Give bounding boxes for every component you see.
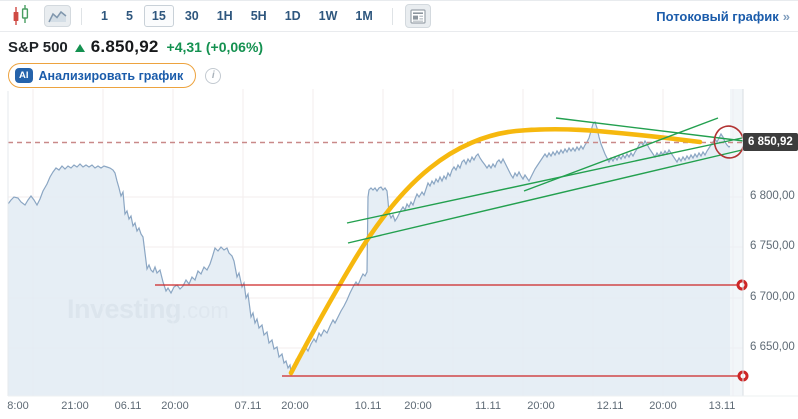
timeframe-30m-button[interactable]: 30 — [178, 6, 206, 26]
x-tick-label: 20:00 — [404, 400, 432, 412]
area-chart-icon — [48, 10, 67, 23]
y-tick-label: 6 750,00 — [750, 240, 795, 252]
x-tick-label: 8:00 — [7, 400, 29, 412]
x-tick-label: 21:00 — [61, 400, 89, 412]
chart-toolbar: 1 5 15 30 1H 5H 1D 1W 1M Потоковый графи… — [0, 1, 798, 32]
x-tick-label: 11.11 — [475, 400, 501, 412]
trend-line-steep-ascending[interactable] — [523, 117, 719, 192]
y-tick-label: 6 700,00 — [750, 291, 795, 303]
last-price: 6.850,92 — [90, 37, 159, 56]
current-price-badge: 6 850,92 — [743, 133, 798, 151]
timeframe-5m-button[interactable]: 5 — [119, 6, 140, 26]
area-chart-type-button[interactable] — [44, 5, 71, 27]
analyze-chart-label: Анализировать график — [38, 68, 184, 83]
ai-badge: AI — [15, 68, 33, 83]
x-tick-label: 07.11 — [234, 400, 262, 412]
price-change: +4,31 (+0,06%) — [166, 39, 264, 55]
symbol-name: S&P 500 — [8, 39, 68, 56]
quote-header: S&P 500 6.850,92 +4,31 (+0,06%) — [8, 37, 263, 57]
candlestick-icon — [13, 5, 29, 25]
timeframe-5h-button[interactable]: 5H — [244, 6, 274, 26]
timeframe-15m-button[interactable]: 15 — [143, 5, 174, 27]
timeframe-1d-button[interactable]: 1D — [278, 6, 308, 26]
x-tick-label: 20:00 — [527, 400, 555, 412]
x-tick-label: 12.11 — [596, 400, 624, 412]
x-tick-label: 06.11 — [114, 400, 142, 412]
y-tick-label: 6 650,00 — [750, 341, 795, 353]
ai-analyze-row: AI Анализировать график i — [8, 63, 222, 88]
timeframe-1m-month-button[interactable]: 1M — [348, 6, 379, 26]
toolbar-divider — [81, 7, 82, 25]
x-tick-label: 10.11 — [354, 400, 382, 412]
price-up-arrow-icon — [74, 44, 85, 52]
candlestick-chart-type-button[interactable] — [8, 4, 34, 28]
price-line — [7, 120, 731, 374]
y-tick-label: 6 800,00 — [750, 190, 795, 202]
axis-gutter-band — [730, 89, 743, 396]
x-tick-label: 20:00 — [281, 400, 309, 412]
news-panel-button[interactable] — [404, 4, 431, 28]
timeframe-1w-button[interactable]: 1W — [312, 6, 345, 26]
streaming-chart-label: Потоковый график — [656, 9, 779, 24]
trend-line-ascending-lower[interactable] — [347, 149, 743, 244]
trend-line-ascending-upper[interactable] — [346, 137, 743, 224]
timeframe-1m-button[interactable]: 1 — [94, 6, 115, 26]
newspaper-icon — [410, 8, 426, 24]
chevron-right-icon: » — [782, 9, 790, 24]
trend-line-descending-resistance[interactable] — [555, 117, 745, 142]
streaming-chart-link[interactable]: Потоковый график» — [656, 9, 790, 24]
toolbar-divider — [391, 7, 393, 25]
line-endpoint-marker[interactable] — [736, 279, 748, 291]
price-area — [8, 122, 730, 396]
x-tick-label: 20:00 — [649, 400, 677, 412]
timeframe-1h-button[interactable]: 1H — [210, 6, 240, 26]
x-tick-label: 13.11 — [708, 400, 736, 412]
analyze-chart-button[interactable]: AI Анализировать график — [8, 63, 197, 88]
x-tick-label: 20:00 — [161, 400, 189, 412]
info-icon[interactable]: i — [205, 67, 222, 84]
